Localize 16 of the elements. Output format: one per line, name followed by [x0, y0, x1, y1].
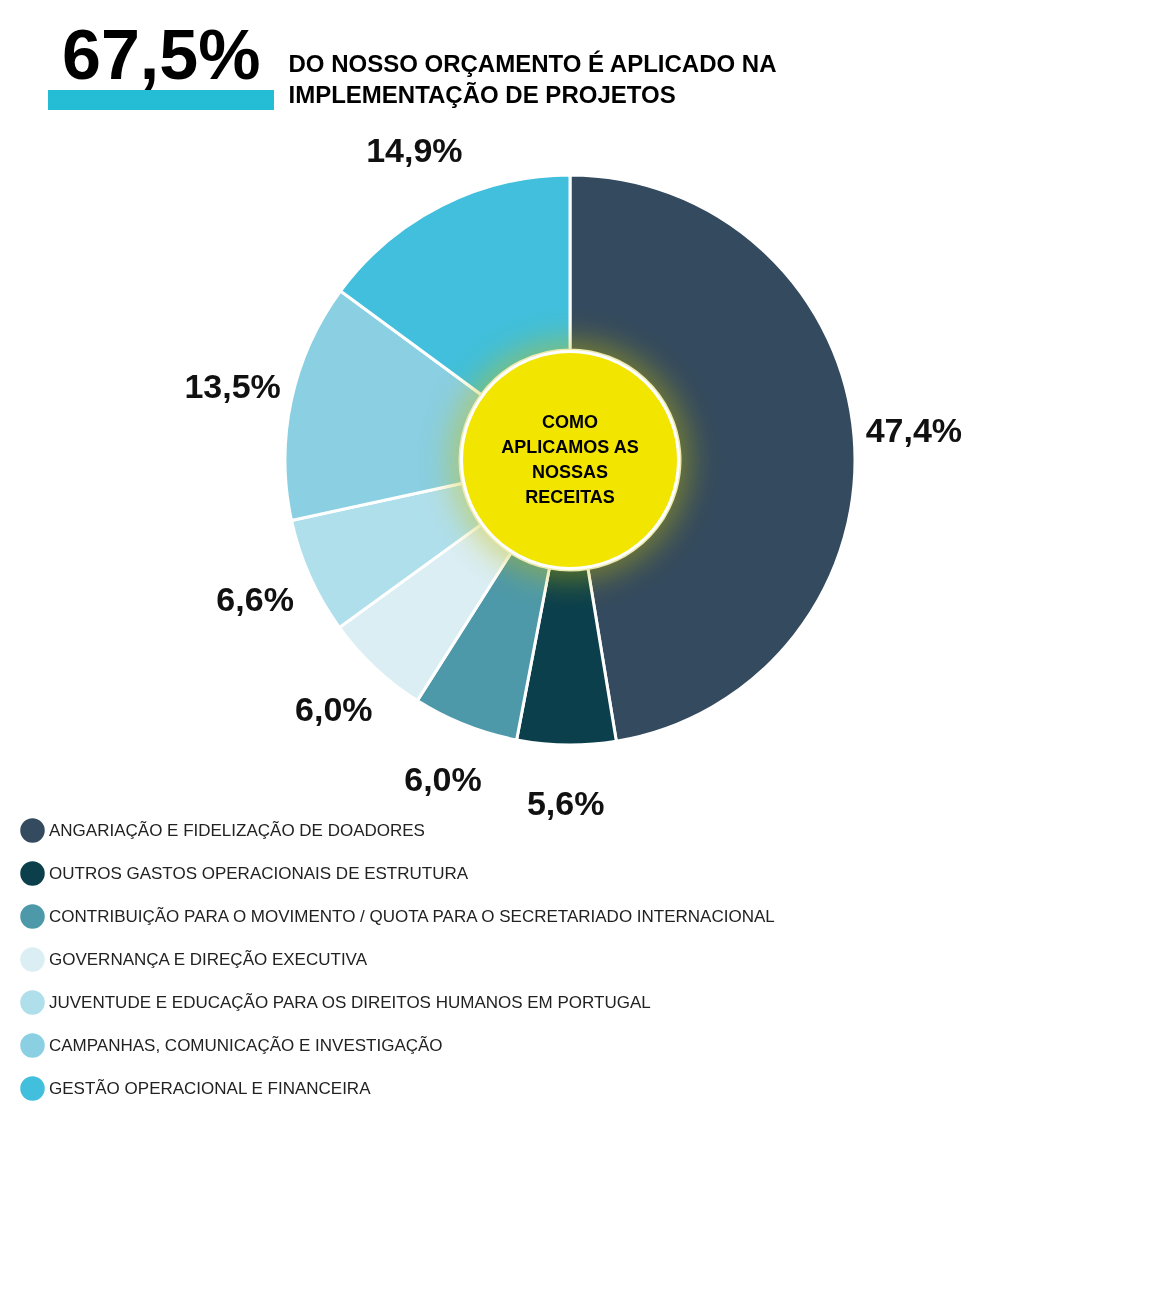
legend-label: GESTÃO OPERACIONAL E FINANCEIRA: [49, 1078, 372, 1098]
legend-label: CONTRIBUIÇÃO PARA O MOVIMENTO / QUOTA PARA O SECRETARIADO INTERNACIONAL: [49, 906, 775, 926]
data-label: 6,0%: [404, 759, 482, 798]
legend-label: OUTROS GASTOS OPERACIONAIS DE ESTRUTURA: [49, 863, 469, 883]
chart-title: 67,5%: [61, 16, 262, 96]
data-label: 6,0%: [295, 690, 373, 729]
data-label: 47,4%: [865, 410, 963, 449]
legend-label: CAMPANHAS, COMUNICAÇÃO E INVESTIGAÇÃO: [49, 1035, 443, 1055]
data-label: 6,6%: [216, 579, 294, 618]
legend-label: ANGARIAÇÃO E FIDELIZAÇÃO DE DOADORES: [49, 820, 425, 840]
chart-subtitle: DO NOSSO ORÇAMENTO É APLICADO NA IMPLEMENTAÇÃO DE PROJETOS: [288, 48, 777, 110]
legend-label: GOVERNANÇA E DIREÇÃO EXECUTIVA: [49, 949, 368, 969]
data-label: 13,5%: [184, 366, 281, 405]
legend-label: JUVENTUDE E EDUCAÇÃO PARA OS DIREITOS HUMANOS EM PORTUGAL: [49, 992, 651, 1012]
data-label: 14,9%: [366, 131, 463, 170]
data-label: 5,6%: [526, 783, 605, 822]
